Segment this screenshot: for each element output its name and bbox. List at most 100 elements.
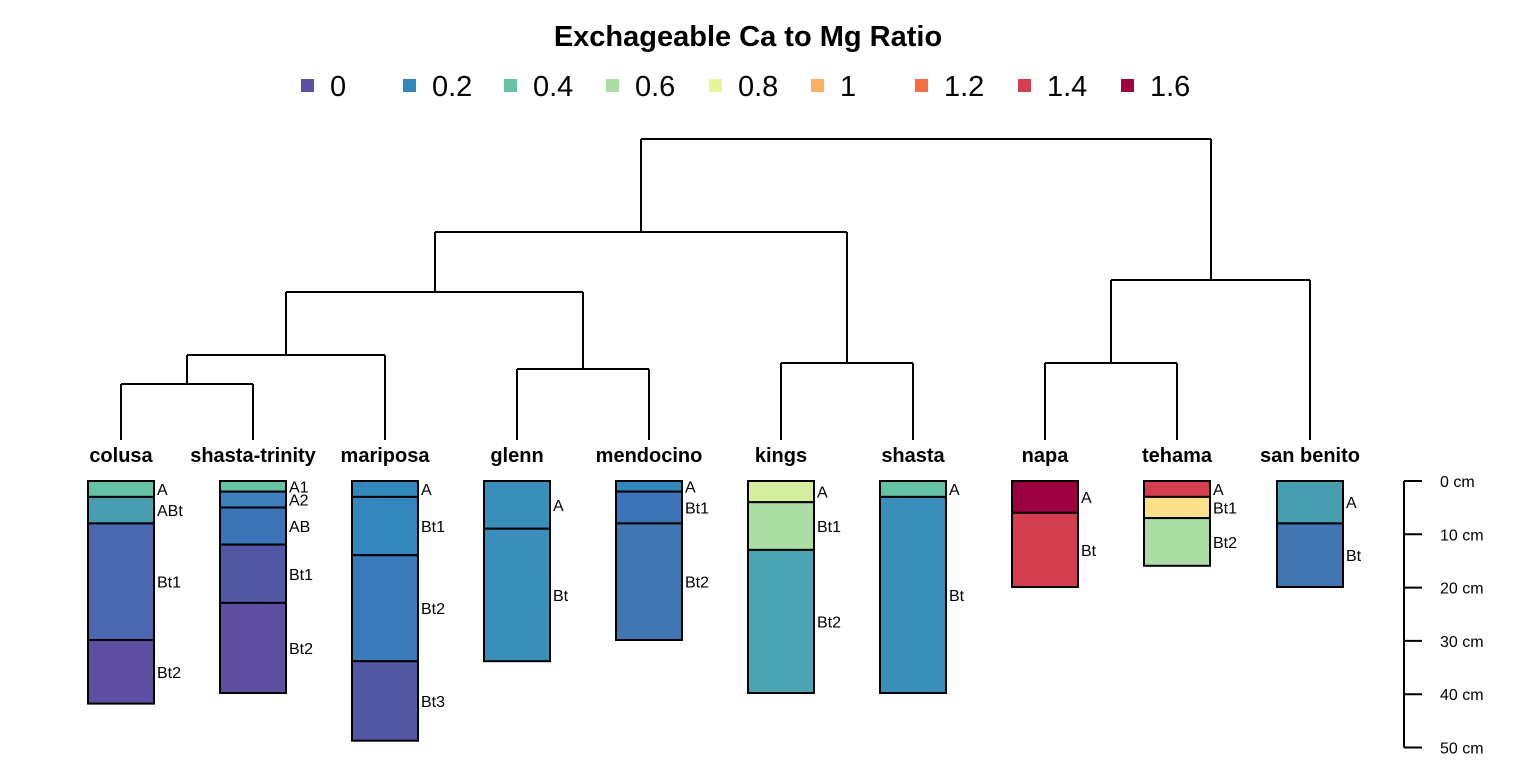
horizon-label: Bt xyxy=(553,588,569,605)
profile-mariposa: mariposa A Bt1 Bt2 Bt3 xyxy=(341,445,445,742)
profile-name: colusa xyxy=(89,445,153,467)
horizon-block xyxy=(747,501,815,551)
legend-swatch xyxy=(709,79,722,92)
legend-swatch xyxy=(915,79,928,92)
horizon-block xyxy=(351,554,419,663)
legend-swatch xyxy=(1121,79,1134,92)
legend-label: 0.2 xyxy=(432,71,472,103)
horizon-label: AB xyxy=(289,519,310,536)
legend-swatch xyxy=(403,79,416,92)
horizon-block xyxy=(351,480,419,498)
horizon-label: A xyxy=(817,485,828,502)
horizon-label: ABt xyxy=(157,503,183,520)
horizon-label: Bt xyxy=(949,588,965,605)
profile-name: tehama xyxy=(1142,445,1213,467)
depth-tick-label: 0 cm xyxy=(1440,474,1475,491)
horizon-block xyxy=(483,527,551,663)
horizon-block xyxy=(879,480,947,498)
legend: 0 0.2 0.4 0.6 0.8 1 1.2 1.4 1.6 xyxy=(301,71,1190,103)
horizon-label: A xyxy=(1346,495,1357,512)
horizon-block xyxy=(483,480,551,530)
horizon-label: A xyxy=(685,479,696,496)
horizon-label: Bt xyxy=(1346,548,1362,565)
horizon-label: A xyxy=(1213,482,1224,499)
horizon-label: A xyxy=(421,482,432,499)
horizon-block xyxy=(615,522,683,642)
horizon-label: Bt2 xyxy=(421,601,445,618)
legend-label: 0.6 xyxy=(635,71,675,103)
chart-title: Exchageable Ca to Mg Ratio xyxy=(554,21,942,53)
horizon-block xyxy=(1011,480,1079,514)
horizon-block xyxy=(1143,495,1211,520)
horizon-label: Bt2 xyxy=(1213,535,1237,552)
horizon-block xyxy=(219,506,287,546)
profile-mendocino: mendocino A Bt1 Bt2 xyxy=(596,445,709,642)
horizon-label: A xyxy=(157,482,168,499)
horizon-block xyxy=(351,495,419,557)
legend-swatch xyxy=(301,79,314,92)
profile-name: mendocino xyxy=(596,445,703,467)
horizon-label: A xyxy=(553,498,564,515)
horizon-block xyxy=(1143,480,1211,498)
legend-label: 1.6 xyxy=(1150,71,1190,103)
horizon-label: Bt1 xyxy=(157,575,181,592)
depth-tick-label: 30 cm xyxy=(1440,634,1484,651)
horizon-block xyxy=(879,495,947,694)
legend-swatch xyxy=(811,79,824,92)
horizon-block xyxy=(747,548,815,695)
dendrogram xyxy=(120,138,1311,440)
horizon-label: A2 xyxy=(289,493,309,510)
horizon-block xyxy=(615,480,683,493)
horizon-label: Bt1 xyxy=(685,501,709,518)
horizon-block xyxy=(1143,517,1211,567)
horizon-label: Bt xyxy=(1081,543,1097,560)
legend-label: 1.4 xyxy=(1047,71,1087,103)
legend-swatch xyxy=(504,79,517,92)
horizon-block xyxy=(87,639,155,705)
profile-napa: napa A Bt xyxy=(1011,445,1097,588)
horizon-label: A xyxy=(949,482,960,499)
horizon-block xyxy=(615,490,683,525)
depth-tick-label: 10 cm xyxy=(1440,527,1484,544)
horizon-label: Bt2 xyxy=(817,614,841,631)
horizon-label: A xyxy=(1081,490,1092,507)
horizon-label: Bt1 xyxy=(817,519,841,536)
legend-label: 1 xyxy=(840,71,856,103)
profile-name: napa xyxy=(1022,445,1070,467)
horizon-label: Bt2 xyxy=(289,641,313,658)
profile-glenn: glenn A Bt xyxy=(483,445,569,663)
profile-name: san benito xyxy=(1260,445,1360,467)
horizon-block xyxy=(87,480,155,498)
horizon-block xyxy=(747,480,815,504)
profile-kings: kings A Bt1 Bt2 xyxy=(747,445,841,695)
soil-profiles: colusaAABtBt1Bt2shasta-trinityA1A2ABBt1B… xyxy=(87,445,1362,742)
horizon-label: A1 xyxy=(289,479,309,496)
horizon-block xyxy=(219,480,287,493)
horizon-block xyxy=(219,490,287,509)
profile-name: glenn xyxy=(490,445,543,467)
horizon-block xyxy=(351,660,419,742)
depth-tick-label: 20 cm xyxy=(1440,581,1484,598)
legend-label: 1.2 xyxy=(944,71,984,103)
depth-axis: 0 cm 10 cm 20 cm 30 cm 40 cm 50 cm xyxy=(1403,474,1484,758)
depth-tick-label: 50 cm xyxy=(1440,741,1484,758)
legend-label: 0.4 xyxy=(533,71,573,103)
horizon-label: Bt3 xyxy=(421,694,445,711)
horizon-block xyxy=(87,495,155,525)
horizon-label: Bt2 xyxy=(157,665,181,682)
horizon-block xyxy=(1011,511,1079,588)
legend-label: 0 xyxy=(330,71,346,103)
legend-label: 0.8 xyxy=(738,71,778,103)
horizon-block xyxy=(1276,522,1344,589)
horizon-block xyxy=(219,543,287,604)
horizon-label: Bt2 xyxy=(685,575,709,592)
profile-san-benito: san benito A Bt xyxy=(1260,445,1362,589)
profile-name: kings xyxy=(755,445,807,467)
profile-name: mariposa xyxy=(341,445,431,467)
profile-name: shasta-trinity xyxy=(190,445,316,467)
horizon-label: Bt1 xyxy=(289,567,313,584)
horizon-label: Bt1 xyxy=(421,519,445,536)
